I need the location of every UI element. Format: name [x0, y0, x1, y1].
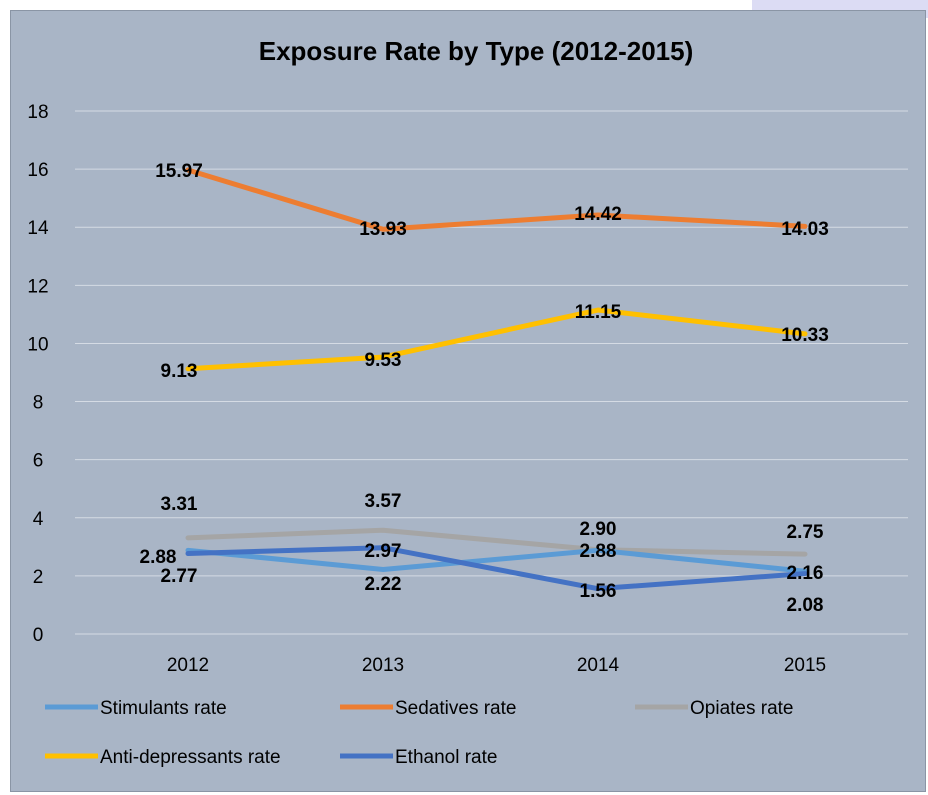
x-tick-label: 2015: [784, 655, 826, 676]
data-label: 13.93: [359, 219, 407, 240]
data-label: 2.16: [787, 563, 824, 584]
series-line-anti-depressants-rate: [185, 307, 808, 372]
y-tick-label: 4: [33, 509, 44, 530]
data-label: 3.31: [161, 494, 198, 515]
data-label: 2.77: [161, 566, 198, 587]
legend-label: Opiates rate: [690, 698, 794, 719]
legend: Stimulants rate Sedatives rate Opiates rat…: [45, 698, 794, 768]
legend-label: Stimulants rate: [100, 698, 227, 719]
legend-label: Sedatives rate: [395, 698, 516, 719]
data-label: 2.97: [365, 541, 402, 562]
gridlines: [75, 110, 908, 635]
data-label: 2.88: [140, 547, 177, 568]
data-label: 14.03: [781, 219, 829, 240]
data-label: 11.15: [575, 302, 622, 323]
series-line-sedatives-rate: [185, 167, 808, 232]
x-tick-label: 2013: [362, 655, 404, 676]
chart-area: [10, 10, 926, 792]
y-tick-label: 8: [33, 393, 44, 414]
series-line-stimulants-rate: [185, 547, 808, 574]
series-line-ethanol-rate: [185, 545, 808, 592]
chart-title: Exposure Rate by Type (2012-2015): [259, 36, 693, 66]
data-label: 2.75: [787, 522, 824, 543]
data-label: 2.08: [787, 595, 824, 616]
data-label: 2.22: [365, 574, 402, 595]
x-tick-label: 2012: [167, 655, 209, 676]
data-label: 1.56: [580, 581, 617, 602]
data-label: 14.42: [574, 204, 622, 225]
y-tick-label: 12: [27, 276, 48, 297]
y-tick-label: 14: [27, 218, 49, 239]
series-line-opiates-rate: [185, 527, 808, 557]
legend-label: Ethanol rate: [395, 747, 497, 768]
y-tick-label: 10: [27, 334, 48, 355]
data-label: 3.57: [365, 491, 402, 512]
y-tick-label: 6: [33, 451, 44, 472]
data-label: 9.13: [161, 361, 198, 382]
data-label: 2.88: [580, 541, 617, 562]
y-tick-label: 0: [33, 625, 44, 646]
y-tick-label: 16: [27, 160, 48, 181]
y-tick-label: 18: [27, 102, 48, 123]
data-label: 15.97: [155, 161, 203, 182]
data-label: 10.33: [781, 325, 829, 346]
y-axis-ticks: 0 2 4 6 8 10 12 14 16 18: [27, 102, 49, 646]
y-tick-label: 2: [33, 567, 44, 588]
data-label: 2.90: [580, 519, 617, 540]
data-label: 9.53: [365, 350, 402, 371]
x-axis-ticks: 2012 2013 2014 2015: [167, 655, 826, 676]
legend-label: Anti-depressants rate: [100, 747, 281, 768]
data-labels: 2.88 2.22 2.88 2.16 15.97 13.93 14.42 14.03 3.31…: [140, 161, 829, 616]
x-tick-label: 2014: [577, 655, 620, 676]
series-lines: [185, 167, 808, 592]
